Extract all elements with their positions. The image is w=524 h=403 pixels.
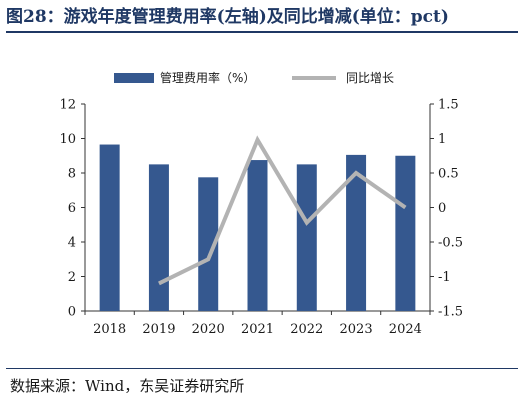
left-tick-label: 6 bbox=[68, 201, 76, 216]
bar bbox=[99, 144, 120, 311]
source-divider bbox=[6, 368, 518, 369]
right-tick-label: 0.5 bbox=[438, 167, 459, 182]
bar bbox=[247, 160, 268, 311]
bar bbox=[296, 164, 317, 311]
legend: 管理费用率（%） 同比增长 bbox=[114, 70, 394, 85]
left-tick-label: 10 bbox=[59, 132, 76, 147]
bar bbox=[198, 177, 219, 311]
axes: 0 2 4 6 8 10 12 -1.5 -1 -0.5 0 0.5 1 1.5 2018 2019 2020 2… bbox=[59, 98, 463, 338]
line-series bbox=[158, 135, 407, 286]
source-note: 数据来源：Wind，东吴证券研究所 bbox=[10, 377, 245, 395]
right-tick-label: 1.5 bbox=[438, 98, 459, 113]
bar bbox=[148, 164, 169, 311]
chart-title: 图28：游戏年度管理费用率(左轴)及同比增减(单位：pct) bbox=[6, 7, 449, 27]
left-tick-label: 0 bbox=[68, 305, 76, 320]
chart-area: 管理费用率（%） 同比增长 0 2 4 6 8 10 12 -1.5 -1 -0.5 0 0.5 1 1.5… bbox=[59, 70, 463, 338]
x-tick-label: 2020 bbox=[192, 322, 225, 337]
x-tick-label: 2019 bbox=[142, 322, 175, 337]
x-tick-label: 2023 bbox=[340, 322, 373, 337]
right-tick-label: -1 bbox=[438, 270, 451, 285]
right-tick-label: -0.5 bbox=[438, 236, 463, 251]
bar bbox=[346, 154, 367, 311]
right-tick-label: 1 bbox=[438, 132, 446, 147]
growth-line bbox=[158, 135, 407, 286]
left-tick-label: 2 bbox=[68, 270, 76, 285]
left-tick-label: 4 bbox=[68, 236, 76, 251]
legend-label-line: 同比增长 bbox=[346, 71, 394, 85]
x-tick-label: 2021 bbox=[241, 322, 274, 337]
title-divider bbox=[6, 31, 518, 33]
right-tick-label: -1.5 bbox=[438, 305, 463, 320]
x-tick-label: 2024 bbox=[389, 322, 422, 337]
bar bbox=[395, 155, 416, 311]
right-tick-label: 0 bbox=[438, 201, 446, 216]
legend-label-bar: 管理费用率（%） bbox=[160, 70, 255, 85]
left-tick-label: 12 bbox=[59, 98, 76, 113]
x-tick-label: 2022 bbox=[290, 322, 323, 337]
bar-series bbox=[99, 144, 416, 311]
x-tick-label: 2018 bbox=[93, 322, 126, 337]
left-tick-label: 8 bbox=[68, 167, 76, 182]
legend-swatch-bar bbox=[114, 73, 154, 83]
